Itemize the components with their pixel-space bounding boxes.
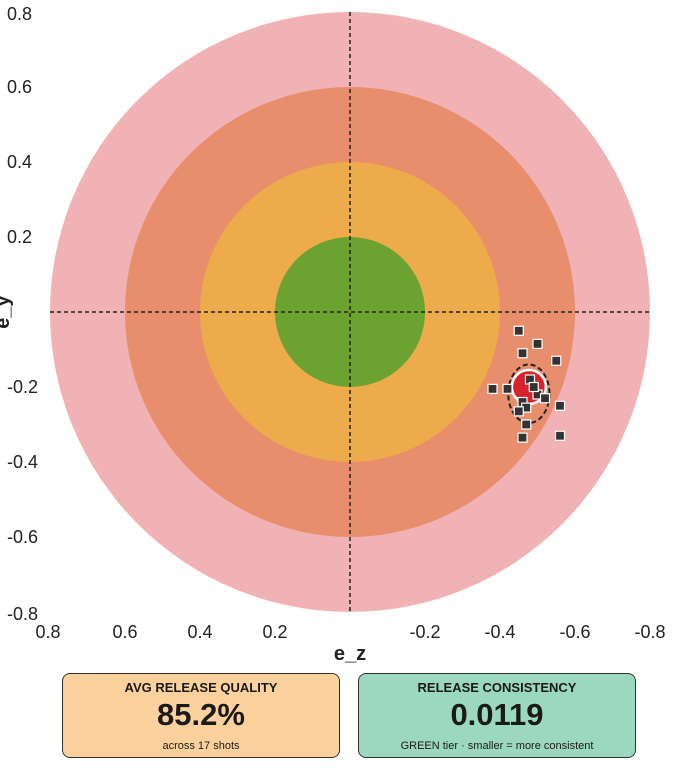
- x-tick-label: 0.4: [187, 622, 212, 642]
- y-tick-labels: 0.8 0.6 0.4 0.2 -0.2 -0.4 -0.6 -0.8: [7, 4, 38, 624]
- x-tick-label: -0.6: [559, 622, 590, 642]
- x-tick-label: 0.8: [35, 622, 60, 642]
- shot-marker: [554, 430, 566, 441]
- x-tick-label: 0.2: [262, 622, 287, 642]
- y-tick-label: -0.8: [7, 604, 38, 624]
- shot-marker: [521, 419, 532, 430]
- shot-marker: [532, 338, 543, 349]
- x-axis-title: e_z: [334, 643, 366, 665]
- x-tick-labels: 0.8 0.6 0.4 0.2 -0.2 -0.4 -0.6 -0.8: [35, 622, 665, 642]
- card-subtitle: GREEN tier · smaller = more consistent: [400, 740, 594, 752]
- y-tick-label: -0.6: [7, 527, 38, 547]
- shot-marker: [517, 348, 528, 359]
- crosshair-lines: [50, 12, 650, 612]
- shot-marker: [513, 325, 524, 336]
- shot-markers: [487, 325, 566, 443]
- shot-marker: [551, 355, 562, 366]
- card-title: RELEASE CONSISTENCY: [417, 680, 577, 695]
- shot-marker: [554, 400, 566, 411]
- target-zone-ring: [275, 237, 425, 387]
- avg-release-quality-card: AVG RELEASE QUALITY 85.2% across 17 shot…: [62, 673, 340, 758]
- shot-marker: [539, 393, 551, 404]
- y-tick-label: 0.6: [7, 77, 32, 97]
- y-tick-label: 0.4: [7, 152, 32, 172]
- release-consistency-card: RELEASE CONSISTENCY 0.0119 GREEN tier · …: [358, 673, 636, 758]
- shot-marker: [487, 383, 498, 394]
- x-tick-label: -0.4: [484, 622, 515, 642]
- shot-marker: [517, 432, 528, 443]
- y-tick-label: 0.8: [7, 4, 32, 24]
- target-zones: [50, 12, 650, 612]
- x-tick-label: -0.2: [409, 622, 440, 642]
- y-tick-label: -0.4: [7, 452, 38, 472]
- card-value: 0.0119: [450, 697, 544, 732]
- x-tick-label: 0.6: [112, 622, 137, 642]
- card-value: 85.2%: [157, 697, 245, 732]
- y-tick-label: -0.2: [7, 377, 38, 397]
- shot-marker: [528, 381, 539, 393]
- y-axis-title: e_y: [0, 294, 14, 328]
- card-title: AVG RELEASE QUALITY: [124, 680, 278, 695]
- shot-marker: [502, 383, 513, 394]
- shot-marker: [513, 406, 524, 417]
- x-tick-label: -0.8: [634, 622, 665, 642]
- y-tick-label: 0.2: [7, 227, 32, 247]
- card-subtitle: across 17 shots: [162, 740, 240, 752]
- release-target-chart: 0.80.60.40.2-0.2-0.4-0.6-0.8 0.8 0.6 0.4 0.…: [0, 4, 666, 665]
